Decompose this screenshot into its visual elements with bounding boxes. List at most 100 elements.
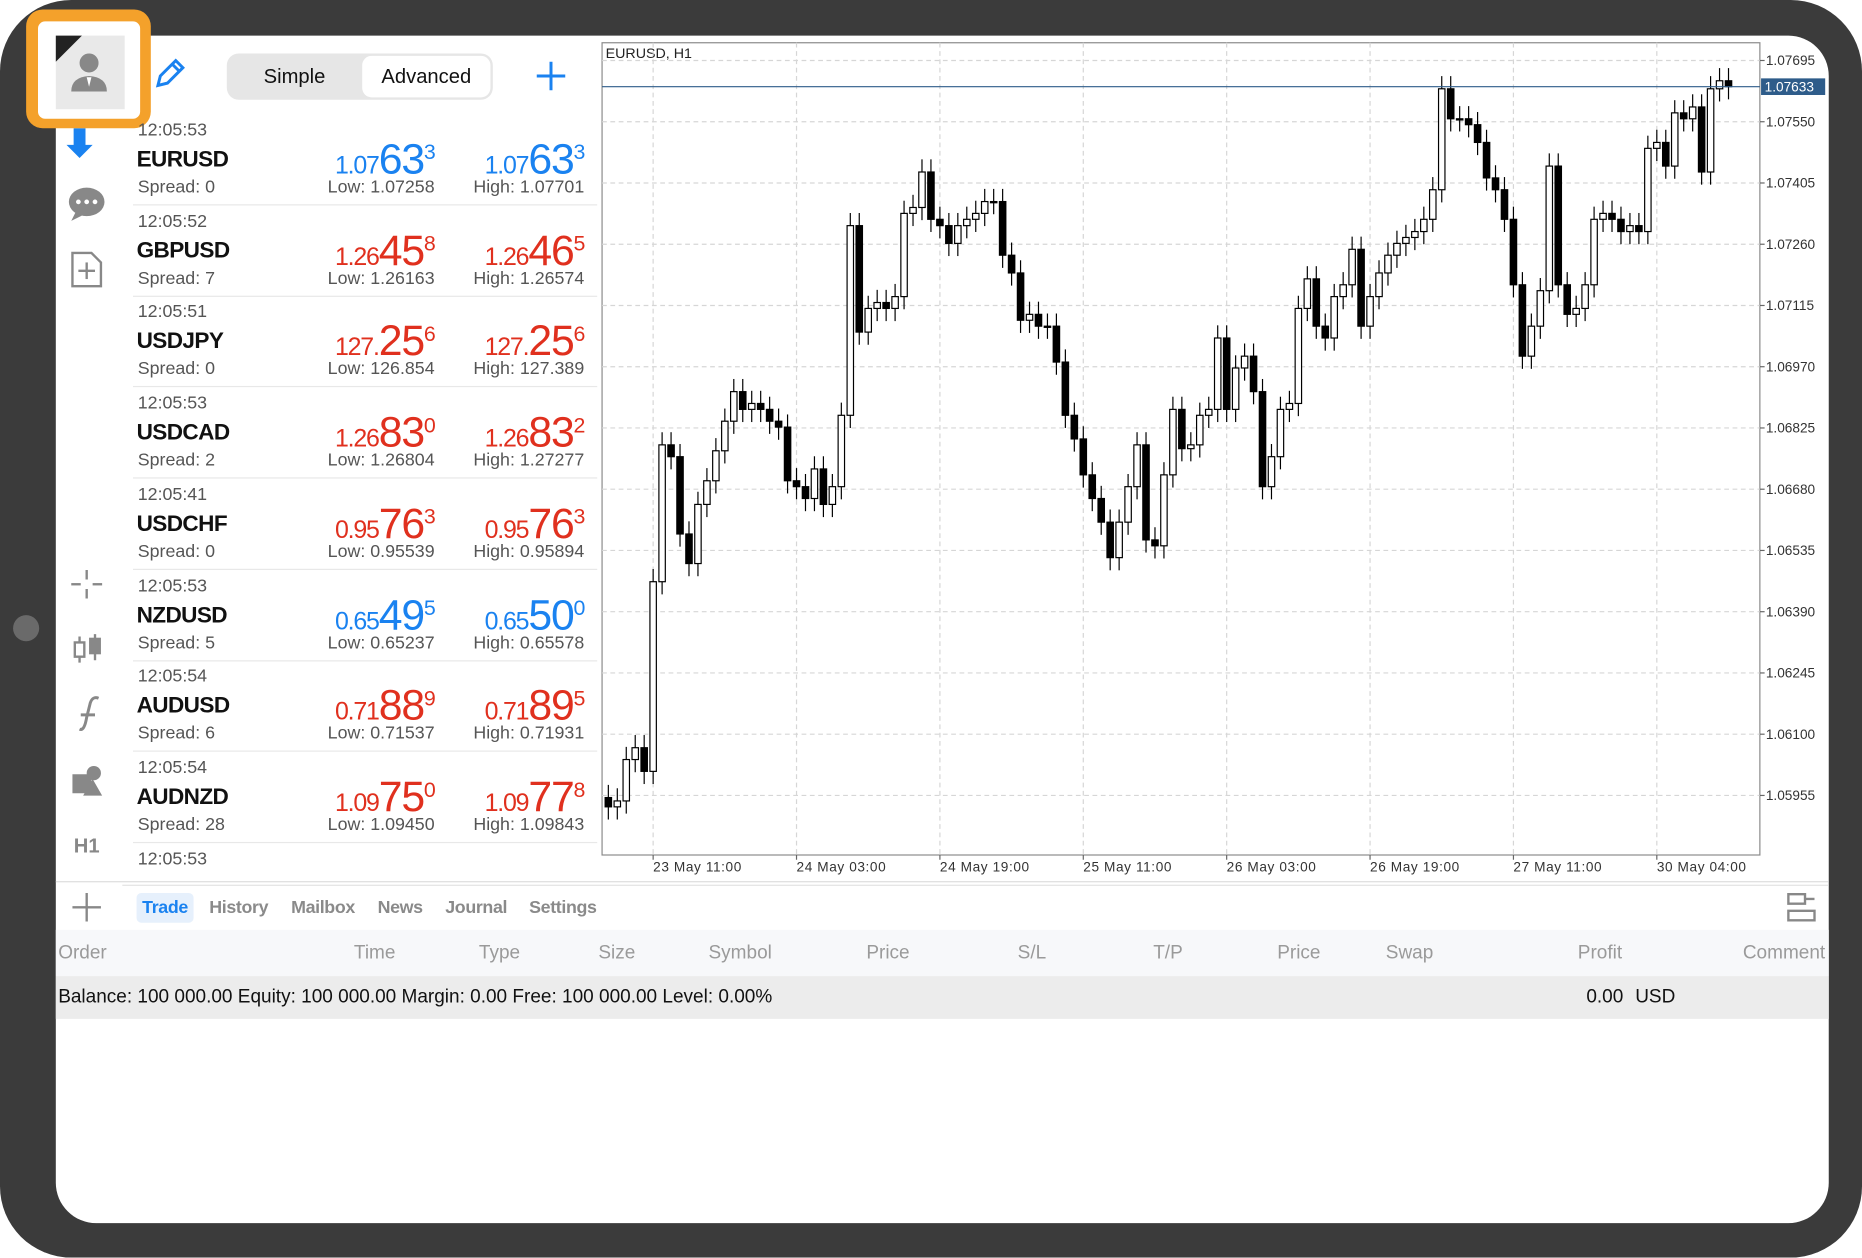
segment-button[interactable]: Advanced — [381, 65, 472, 88]
y-tick-label: 1.06825 — [1766, 421, 1816, 436]
candle-body — [927, 171, 935, 220]
ask-price[interactable]: 1.09778 — [485, 767, 586, 819]
balance-bg — [55, 976, 1829, 1019]
quote-spread: Spread: 28 — [137, 814, 225, 835]
y-tick-label: 1.07695 — [1766, 53, 1816, 68]
indicators-icon[interactable] — [78, 696, 100, 731]
profit-total: 0.00 — [1586, 986, 1624, 1007]
ask-price[interactable]: 0.65500 — [485, 585, 586, 636]
ask-price[interactable]: 1.07633 — [485, 129, 586, 181]
price-prefix: 127. — [334, 334, 380, 362]
quote-low: Low: 1.26163 — [327, 268, 435, 289]
y-tick-label: 1.07405 — [1766, 176, 1816, 191]
account-button[interactable] — [55, 35, 125, 110]
bid-price[interactable]: 1.07633 — [335, 129, 436, 181]
quote-symbol[interactable]: USDCAD — [136, 420, 231, 446]
bid-price[interactable]: 1.26458 — [335, 221, 436, 272]
terminal-tab[interactable]: History — [209, 897, 269, 918]
column-header[interactable]: Order — [58, 942, 107, 964]
candle-body — [909, 206, 917, 214]
x-tick-label: 30 May 04:00 — [1657, 860, 1747, 875]
objects-icon[interactable] — [72, 765, 103, 796]
add-symbol-button[interactable] — [536, 61, 566, 91]
column-header[interactable]: Size — [598, 942, 636, 964]
price-prefix: 0.65 — [484, 607, 530, 635]
price-big: 88 — [378, 680, 425, 730]
candle-body — [1222, 337, 1231, 410]
quote-row-separator — [133, 568, 598, 570]
candle-body — [954, 225, 962, 244]
candle-body — [649, 581, 657, 772]
candle-body — [1339, 284, 1347, 298]
chat-icon[interactable] — [68, 187, 105, 221]
bid-price[interactable]: 0.95763 — [335, 494, 436, 545]
trade-icon[interactable] — [66, 128, 93, 158]
column-header[interactable]: Swap — [1385, 942, 1434, 964]
ask-price[interactable]: 0.71895 — [485, 676, 586, 727]
candle-body — [1097, 497, 1106, 523]
column-header[interactable]: T/P — [1153, 942, 1183, 964]
ask-price[interactable]: 1.26832 — [485, 403, 586, 454]
price-big: 83 — [528, 407, 574, 457]
column-header[interactable]: Price — [1277, 942, 1321, 964]
add-tab-button[interactable] — [72, 893, 101, 922]
quote-symbol[interactable]: AUDNZD — [136, 784, 229, 810]
quote-symbol[interactable]: GBPUSD — [136, 238, 231, 264]
segment-button[interactable]: Simple — [263, 65, 326, 88]
quote-symbol[interactable]: AUDUSD — [136, 693, 231, 719]
quote-high: High: 1.09843 — [473, 814, 585, 835]
terminal-tab[interactable]: Settings — [529, 897, 597, 918]
candle-body — [1590, 218, 1598, 286]
currency: USD — [1635, 986, 1676, 1007]
quote-spread: Spread: 6 — [137, 723, 215, 744]
quote-symbol[interactable]: NZDUSD — [136, 602, 228, 628]
quote-symbol[interactable]: USDJPY — [136, 329, 224, 355]
candle-body — [1285, 402, 1294, 410]
column-header[interactable]: Price — [866, 942, 910, 964]
column-header[interactable]: Type — [478, 942, 521, 964]
price-small: 3 — [423, 140, 436, 164]
chart-type-icon[interactable] — [73, 634, 101, 663]
new-order-icon[interactable] — [71, 251, 103, 288]
bid-price[interactable]: 127.256 — [335, 312, 436, 363]
candle-body — [729, 391, 738, 422]
candle-body — [1411, 230, 1419, 239]
edit-button[interactable] — [155, 58, 185, 88]
terminal-tab[interactable]: Trade — [142, 897, 188, 918]
bid-price[interactable]: 1.09750 — [335, 767, 436, 819]
y-tick-label: 1.07550 — [1766, 114, 1816, 129]
column-header[interactable]: Comment — [1742, 942, 1826, 964]
timeframe-button[interactable]: H1 — [73, 834, 100, 858]
candle-body — [819, 468, 828, 506]
column-header[interactable]: S/L — [1017, 942, 1047, 964]
bid-price[interactable]: 0.71889 — [335, 676, 436, 727]
price-small: 0 — [423, 777, 436, 802]
crosshair-icon[interactable] — [71, 570, 103, 599]
ask-price[interactable]: 127.256 — [485, 312, 586, 363]
quote-low: Low: 1.09450 — [327, 814, 435, 835]
quote-symbol[interactable]: USDCHF — [136, 511, 228, 537]
x-tick-label: 25 May 11:00 — [1083, 860, 1172, 875]
terminal-tab[interactable]: Mailbox — [291, 897, 355, 918]
bid-price[interactable]: 0.65495 — [335, 585, 436, 636]
candle-body — [1581, 284, 1589, 310]
bid-price[interactable]: 1.26830 — [335, 403, 436, 454]
terminal-tab[interactable]: News — [377, 897, 423, 918]
ask-price[interactable]: 1.26465 — [485, 221, 586, 272]
quote-row-separator — [133, 750, 598, 752]
candle-body — [1715, 80, 1724, 90]
candle-body — [1635, 225, 1643, 233]
candle-body — [1312, 278, 1321, 327]
layout-icon[interactable] — [1787, 893, 1816, 922]
column-header[interactable]: Profit — [1577, 942, 1623, 964]
price-small: 8 — [423, 231, 436, 255]
terminal-tab[interactable]: Journal — [445, 897, 508, 918]
x-tick-label: 24 May 03:00 — [797, 860, 887, 875]
quote-symbol[interactable]: EURUSD — [136, 147, 229, 173]
ask-price[interactable]: 0.95763 — [485, 494, 586, 545]
column-header[interactable]: Symbol — [708, 942, 772, 964]
price-big: 75 — [378, 771, 425, 821]
candle-body — [945, 225, 953, 244]
column-header[interactable]: Time — [353, 942, 396, 964]
